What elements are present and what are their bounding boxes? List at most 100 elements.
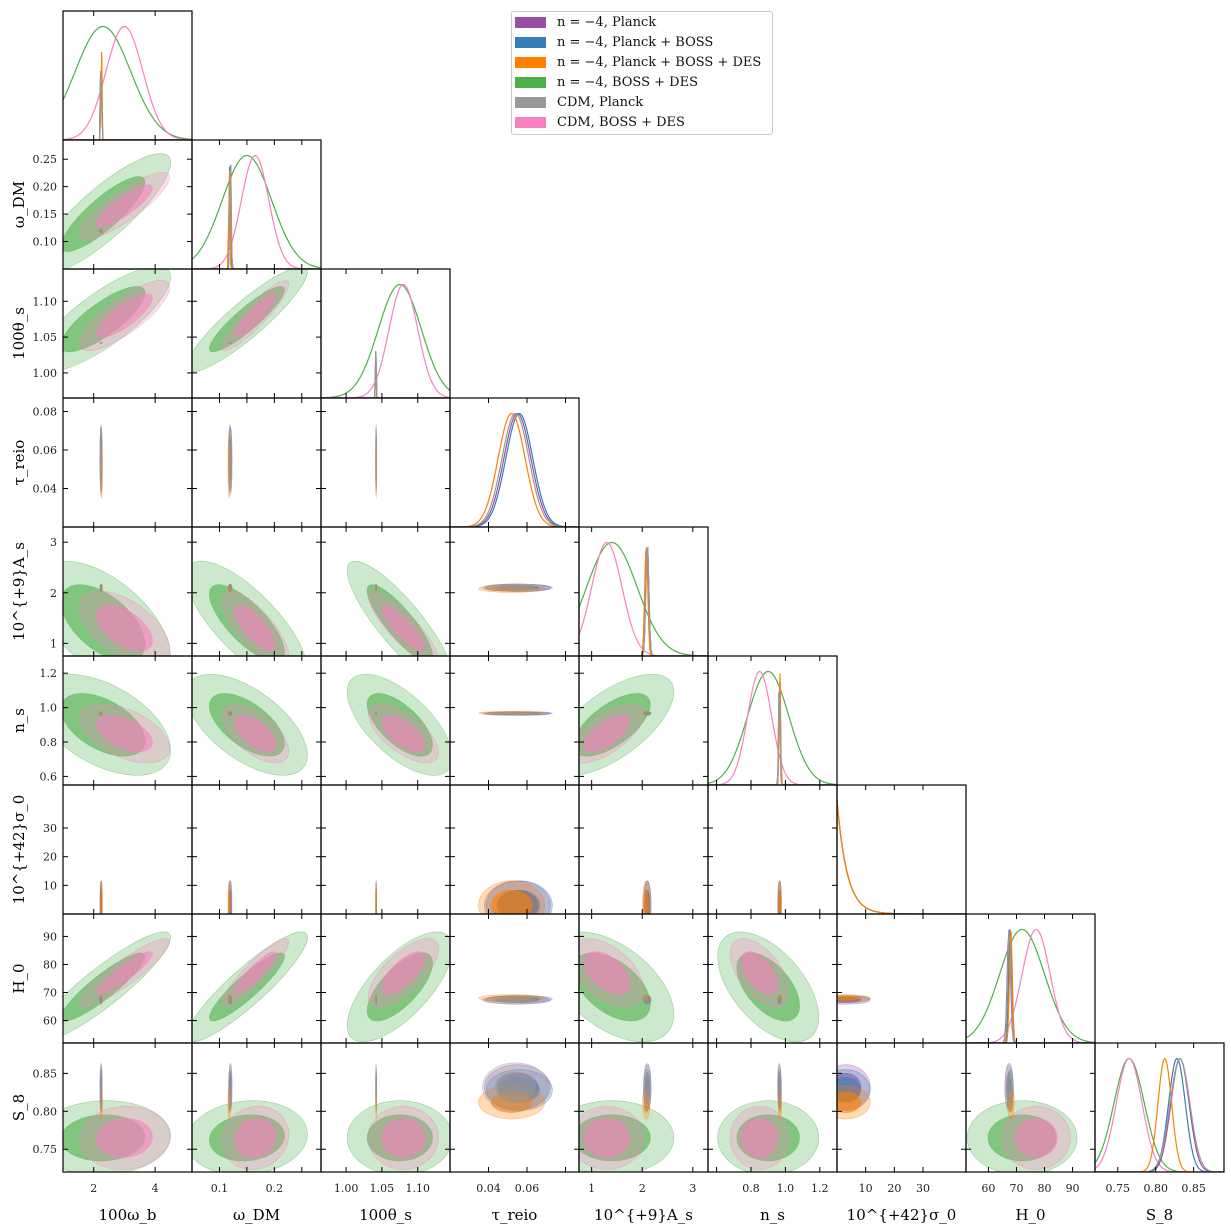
y-axis-label: n_s xyxy=(10,708,28,733)
contour xyxy=(375,440,377,483)
x-tick-label: 70 xyxy=(1009,1182,1023,1195)
contour xyxy=(583,714,631,753)
contour xyxy=(100,889,103,914)
contour xyxy=(228,889,231,914)
contour xyxy=(233,293,277,338)
x-axis-label: 100θ_s xyxy=(359,1206,412,1224)
legend-label: n = −4, BOSS + DES xyxy=(557,74,698,90)
contour xyxy=(375,1071,377,1103)
legend-swatch xyxy=(515,16,546,28)
marginal-curve xyxy=(321,283,450,398)
y-tick-label: 0.10 xyxy=(33,236,58,249)
x-axis-label: 10^{+42}σ_0 xyxy=(847,1206,957,1224)
panel-S8-th xyxy=(346,1062,450,1172)
contour xyxy=(100,996,103,1003)
contour xyxy=(233,951,277,995)
panel-As-As xyxy=(579,541,708,656)
marginal-curve xyxy=(192,166,321,269)
contour xyxy=(494,585,537,591)
legend-label: n = −4, Planck + BOSS + DES xyxy=(557,54,762,70)
panel-th-wdm xyxy=(192,269,308,373)
panel-ns-th xyxy=(346,673,450,776)
contour xyxy=(644,996,650,1003)
marginal-curve xyxy=(63,71,192,140)
marginal-curve xyxy=(1095,1057,1224,1172)
contour xyxy=(100,585,103,591)
marginal-curve xyxy=(966,928,1095,1043)
marginal-curve xyxy=(450,412,579,527)
panel-sig-wb xyxy=(99,880,103,914)
legend-label: n = −4, Planck + BOSS xyxy=(557,34,714,50)
y-tick-label: 1.05 xyxy=(33,331,58,344)
panel-ns-tau xyxy=(478,711,553,716)
legend-swatch xyxy=(515,36,546,48)
panel-S8-S8 xyxy=(1095,1057,1224,1172)
x-tick-label: 0.80 xyxy=(1143,1182,1168,1195)
marginal-curve xyxy=(63,71,192,140)
x-tick-label: 90 xyxy=(1066,1182,1080,1195)
y-tick-label: 2 xyxy=(50,587,57,600)
panel-sig-wdm xyxy=(227,880,233,914)
contour xyxy=(837,1091,862,1113)
contour xyxy=(494,1071,537,1103)
marginal-curve xyxy=(1095,1057,1224,1172)
marginal-curve xyxy=(192,164,321,269)
y-tick-label: 0.06 xyxy=(33,444,58,457)
x-tick-label: 0.04 xyxy=(476,1182,501,1195)
panel-th-wb xyxy=(63,269,171,373)
x-axis-label: ω_DM xyxy=(233,1206,280,1224)
marginal-curve xyxy=(192,164,321,269)
panel-S8-ns xyxy=(717,1062,820,1172)
marginal-curve xyxy=(321,283,450,398)
y-tick-label: 0.75 xyxy=(33,1143,58,1156)
marginal-curve xyxy=(966,930,1095,1043)
panel-wb-wb xyxy=(63,25,192,140)
panel-H0-th xyxy=(346,931,450,1043)
y-tick-label: 0.85 xyxy=(33,1067,58,1080)
marginal-curve xyxy=(63,76,192,140)
x-tick-label: 3 xyxy=(689,1182,696,1195)
x-axis-label: 10^{+9}A_s xyxy=(594,1206,693,1224)
y-axis-label: 10^{+9}A_s xyxy=(10,542,28,641)
panel-frame xyxy=(191,139,322,270)
panel-sig-tau xyxy=(478,880,553,914)
contour xyxy=(643,889,649,914)
panel-frame xyxy=(62,397,193,528)
x-tick-label: 2 xyxy=(639,1182,646,1195)
y-axis-label: 10^{+42}σ_0 xyxy=(10,795,28,905)
contour xyxy=(229,712,232,715)
x-tick-label: 20 xyxy=(887,1182,901,1195)
contour xyxy=(233,714,277,753)
y-axis-label: ω_DM xyxy=(10,181,28,228)
contour xyxy=(644,1071,650,1103)
contour xyxy=(778,1071,781,1103)
contour xyxy=(375,585,377,591)
y-tick-label: 1.0 xyxy=(40,702,58,715)
contour xyxy=(100,440,103,483)
panel-frame xyxy=(191,397,322,528)
y-axis-label: τ_reio xyxy=(10,440,28,486)
x-tick-label: 0.1 xyxy=(211,1182,229,1195)
marginal-curve xyxy=(966,928,1095,1043)
x-tick-label: 4 xyxy=(152,1182,159,1195)
contour xyxy=(644,712,650,715)
legend-item: CDM, Planck xyxy=(515,92,772,112)
panel-H0-ns xyxy=(717,931,820,1043)
legend-swatch xyxy=(515,96,546,108)
contour xyxy=(229,585,232,591)
x-tick-label: 80 xyxy=(1038,1182,1052,1195)
x-tick-label: 0.75 xyxy=(1106,1182,1131,1195)
legend-item: n = −4, Planck xyxy=(515,12,772,32)
marginal-curve xyxy=(1095,1057,1224,1172)
marginal-curve xyxy=(450,412,579,527)
y-tick-label: 0.8 xyxy=(40,736,58,749)
panel-tau-tau xyxy=(450,412,579,527)
contour xyxy=(96,293,153,338)
y-tick-label: 3 xyxy=(50,536,57,549)
contour xyxy=(375,996,377,1003)
marginal-curve xyxy=(192,170,321,269)
y-tick-label: 30 xyxy=(43,822,57,835)
panel-H0-tau xyxy=(478,994,553,1005)
x-tick-label: 1.05 xyxy=(370,1182,395,1195)
x-tick-label: 1.2 xyxy=(811,1182,829,1195)
